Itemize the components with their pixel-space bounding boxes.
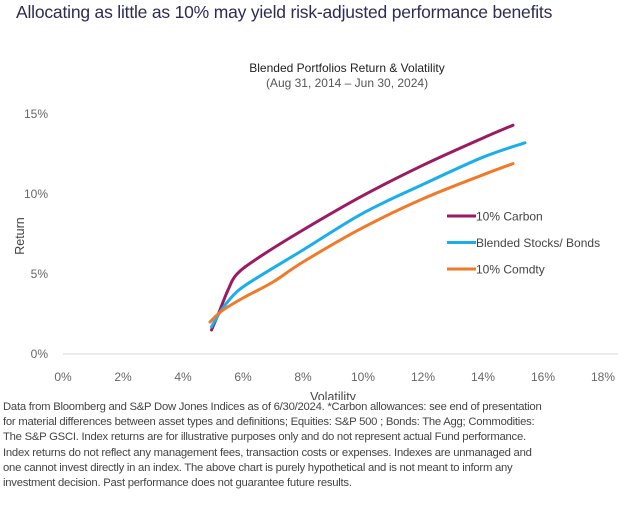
y-axis-label: Return — [13, 217, 27, 255]
x-tick-label: 0% — [54, 370, 72, 384]
x-tick-label: 14% — [471, 370, 495, 384]
series-line-0 — [210, 123, 515, 332]
chart-title: Blended Portfolios Return & Volatility — [249, 61, 445, 75]
series-line-2 — [208, 162, 515, 324]
legend-label-1: Blended Stocks/ Bonds — [476, 236, 600, 250]
series-line-1 — [210, 141, 527, 329]
footnote-line: The S&P GSCI. Index returns are for illu… — [3, 431, 526, 444]
y-tick-label: 15% — [24, 107, 48, 121]
footnote-line: Index returns do not reflect any managem… — [3, 446, 532, 459]
x-tick-label: 6% — [234, 370, 252, 384]
headline: Allocating as little as 10% may yield ri… — [16, 2, 553, 22]
x-tick-label: 2% — [114, 370, 132, 384]
x-tick-label: 10% — [351, 370, 375, 384]
x-tick-label: 4% — [174, 370, 192, 384]
legend-label-0: 10% Carbon — [476, 210, 543, 224]
chart-subtitle: (Aug 31, 2014 – Jun 30, 2024) — [265, 76, 429, 90]
footnote-line: investment decision. Past performance do… — [3, 477, 352, 490]
y-tick-label: 10% — [24, 187, 48, 201]
x-tick-label: 16% — [531, 370, 555, 384]
x-tick-label: 8% — [294, 370, 312, 384]
footnote-line: for material differences between asset t… — [3, 416, 535, 429]
x-tick-label: 12% — [411, 370, 435, 384]
footnote-line: one cannot invest directly in an index. … — [3, 461, 513, 474]
footnote-line: Data from Bloomberg and S&P Dow Jones In… — [3, 401, 542, 413]
x-tick-label: 18% — [591, 370, 615, 384]
x-axis-label: Volatility — [310, 390, 357, 400]
y-tick-label: 0% — [31, 347, 49, 361]
footnote: Data from Bloomberg and S&P Dow Jones In… — [3, 400, 542, 491]
y-tick-label: 5% — [31, 267, 49, 281]
legend-label-2: 10% Comdty — [476, 263, 545, 277]
chart: 0% 2% 4% 6% 8% 10% 12% 14% 16% 18% 0% 5% 10% 15% Volat… — [13, 107, 618, 400]
